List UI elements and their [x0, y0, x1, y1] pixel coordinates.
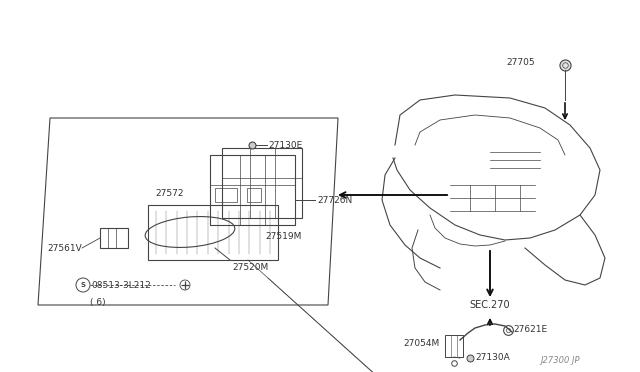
Bar: [210, 155, 295, 225]
Text: 27130E: 27130E: [268, 141, 302, 150]
Text: 27054M: 27054M: [404, 339, 440, 347]
Text: 27572: 27572: [155, 189, 184, 198]
Text: 27130A: 27130A: [475, 353, 509, 362]
Text: 27705: 27705: [506, 58, 535, 67]
Text: 27519M: 27519M: [265, 232, 301, 241]
Text: 27520M: 27520M: [232, 263, 268, 272]
Text: SEC.270: SEC.270: [470, 300, 510, 310]
Bar: [445, 335, 463, 357]
Bar: [100, 228, 128, 248]
Bar: [247, 188, 261, 202]
Text: 27621E: 27621E: [513, 326, 547, 334]
Text: ( 6): ( 6): [90, 298, 106, 307]
Text: J27300 JP: J27300 JP: [541, 356, 580, 365]
Text: 27726N: 27726N: [317, 196, 352, 205]
Text: 08513-3L212: 08513-3L212: [91, 280, 151, 289]
Bar: [148, 205, 278, 260]
Bar: [215, 188, 237, 202]
Text: S: S: [81, 282, 86, 288]
Text: 27561V: 27561V: [47, 244, 82, 253]
